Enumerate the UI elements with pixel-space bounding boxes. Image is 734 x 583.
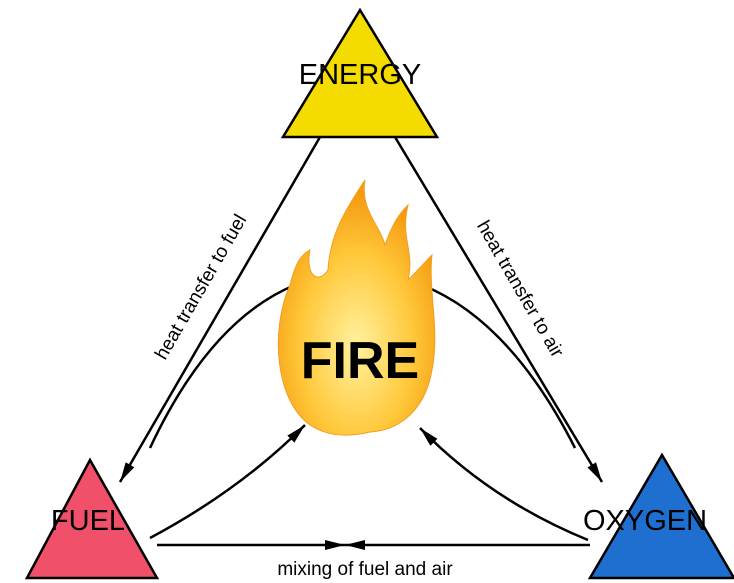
center-label: FIRE	[301, 332, 419, 390]
curve	[150, 285, 295, 448]
arrow	[150, 425, 305, 538]
node-label: FUEL	[51, 505, 125, 537]
fire-triangle-diagram: FIRE ENERGY FUEL OXYGEN heat transfer to…	[0, 0, 734, 583]
arrow	[420, 428, 588, 540]
edge-label: mixing of fuel and air	[277, 559, 453, 580]
flame	[278, 180, 435, 435]
node-label: OXYGEN	[583, 505, 707, 537]
node-label: ENERGY	[299, 59, 421, 91]
